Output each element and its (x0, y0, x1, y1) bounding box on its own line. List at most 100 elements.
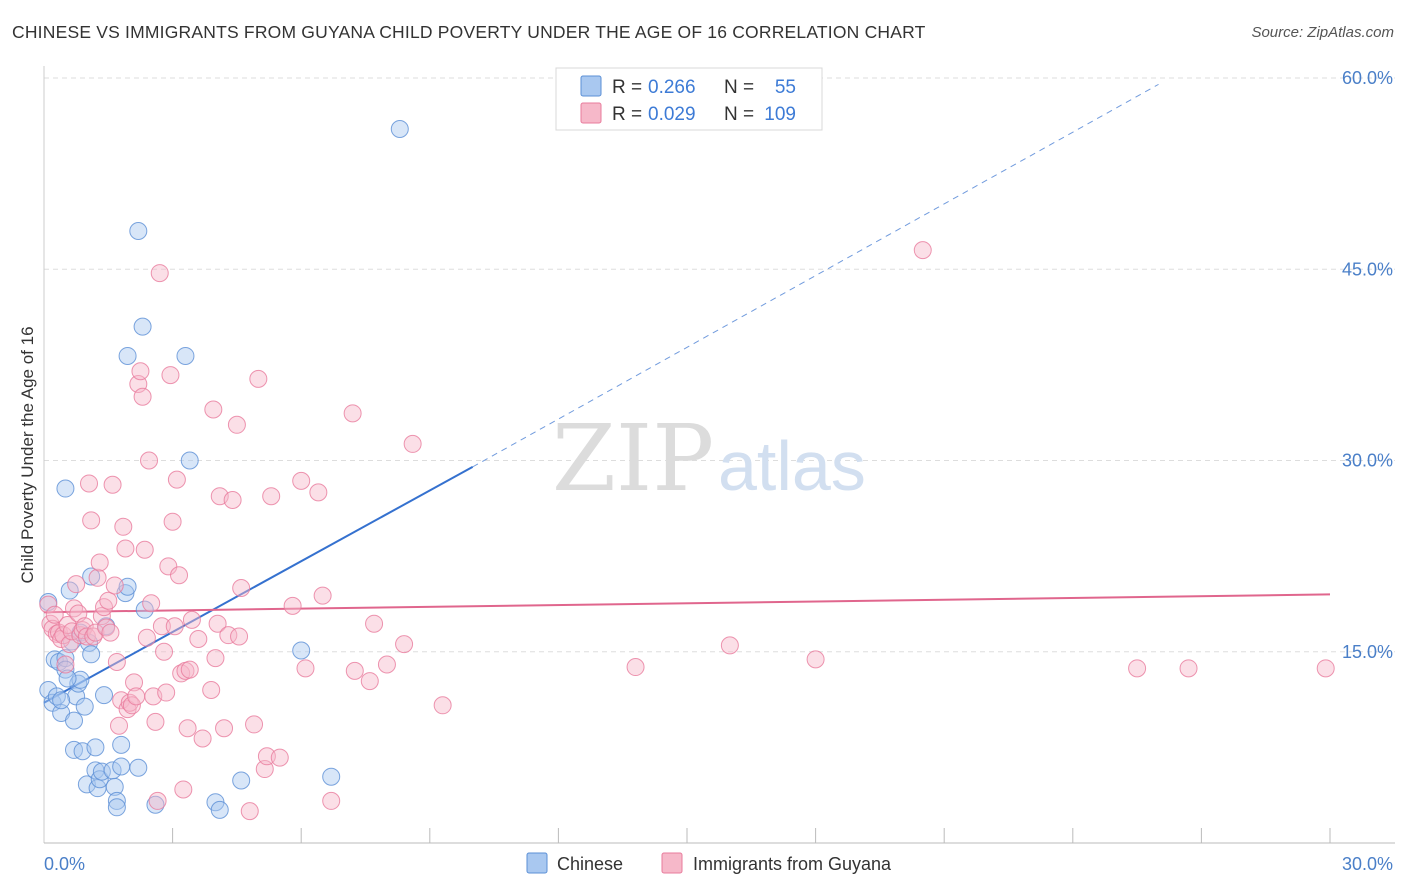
data-point-guyana (135, 540, 154, 559)
data-point-guyana (86, 623, 105, 642)
data-point-guyana (206, 649, 225, 668)
legend-swatch-guyana (580, 102, 602, 124)
data-point-guyana (150, 264, 169, 283)
data-point-guyana (142, 594, 161, 613)
data-point-guyana (202, 681, 221, 699)
y-axis-label: Child Poverty Under the Age of 16 (18, 326, 37, 583)
data-point-guyana (626, 658, 645, 677)
data-point-guyana (1179, 659, 1198, 678)
data-point-chinese (58, 669, 77, 688)
data-point-guyana (365, 614, 384, 633)
series-chinese (39, 120, 409, 819)
data-point-guyana (208, 614, 227, 633)
data-point-guyana (433, 696, 452, 715)
data-point-guyana (193, 729, 212, 748)
data-point-chinese (129, 758, 148, 777)
data-point-guyana (92, 607, 111, 626)
data-point-guyana (99, 591, 118, 610)
data-point-guyana (137, 628, 156, 647)
bottom-legend: Chinese Immigrants from Guyana (526, 852, 892, 874)
data-point-guyana (80, 474, 99, 493)
data-point-guyana (245, 715, 264, 734)
data-point-chinese (118, 577, 137, 596)
data-point-chinese (82, 645, 101, 664)
data-point-guyana (313, 586, 332, 605)
data-point-guyana (110, 716, 129, 735)
data-point-chinese (105, 777, 124, 796)
data-point-guyana (283, 596, 302, 615)
x-tick-label: 30.0% (1342, 854, 1393, 874)
data-point-guyana (806, 650, 825, 669)
series-guyana (39, 241, 1335, 821)
data-point-guyana (148, 791, 167, 810)
data-point-chinese (210, 800, 229, 819)
x-tick-label: 0.0% (44, 854, 85, 874)
data-point-guyana (215, 719, 234, 738)
data-point-guyana (90, 553, 109, 572)
trendline-guyana (43, 593, 1331, 614)
data-point-guyana (159, 557, 178, 576)
data-point-guyana (395, 635, 414, 654)
legend-n-value: 109 (764, 104, 796, 125)
data-point-guyana (146, 712, 165, 731)
y-tick-label: 30.0% (1342, 451, 1393, 471)
data-point-guyana (240, 802, 259, 821)
y-tick-label: 45.0% (1342, 259, 1393, 279)
data-point-guyana (223, 491, 242, 510)
data-points (39, 120, 1335, 821)
data-point-guyana (343, 404, 362, 423)
data-point-guyana (178, 719, 197, 738)
data-point-guyana (127, 687, 146, 706)
data-point-chinese (82, 567, 101, 586)
bottom-legend-swatch-chinese (526, 852, 548, 874)
y-tick-label: 60.0% (1342, 68, 1393, 88)
data-point-guyana (157, 683, 176, 702)
data-point-guyana (77, 627, 96, 646)
data-point-chinese (112, 757, 131, 776)
data-point-chinese (390, 120, 409, 138)
data-point-guyana (125, 673, 144, 692)
data-point-guyana (45, 605, 64, 624)
data-point-chinese (232, 771, 251, 790)
data-point-guyana (309, 483, 328, 502)
legend-r-value: 0.029 (648, 104, 696, 125)
data-point-chinese (133, 317, 152, 336)
data-point-guyana (155, 642, 174, 661)
data-point-guyana (105, 576, 124, 595)
legend-n-value: 55 (775, 77, 796, 98)
data-point-guyana (720, 636, 739, 655)
legend: R = 0.266 N = 55 R = 0.029 N = 109 (555, 67, 823, 131)
bottom-legend-label-chinese: Chinese (557, 854, 623, 874)
data-point-guyana (180, 660, 199, 679)
data-point-guyana (292, 471, 311, 490)
trendline-chinese (43, 465, 474, 704)
legend-r-value: 0.266 (648, 77, 696, 98)
data-point-chinese (95, 686, 114, 705)
data-point-chinese (60, 581, 79, 600)
legend-swatch-chinese (580, 75, 602, 97)
data-point-guyana (82, 511, 101, 530)
data-point-guyana (204, 400, 223, 419)
data-point-guyana (103, 475, 122, 494)
data-point-guyana (165, 617, 184, 636)
data-point-guyana (345, 661, 364, 680)
data-point-chinese (129, 222, 148, 240)
data-point-guyana (167, 470, 186, 489)
data-point-guyana (403, 434, 422, 453)
data-point-chinese (112, 735, 131, 754)
data-point-chinese (107, 791, 126, 810)
data-point-guyana (257, 747, 276, 766)
data-point-chinese (176, 346, 195, 365)
data-point-chinese (71, 670, 90, 689)
data-point-guyana (152, 617, 171, 636)
tick-labels: 15.0% 30.0% 45.0% 60.0% 0.0% 30.0% (44, 68, 1393, 874)
data-point-guyana (913, 241, 932, 260)
data-point-guyana (249, 369, 268, 388)
data-point-chinese (75, 697, 94, 716)
data-point-guyana (101, 623, 120, 642)
data-point-guyana (122, 696, 141, 715)
data-point-guyana (120, 693, 139, 712)
data-point-guyana (270, 748, 289, 767)
bottom-legend-swatch-guyana (661, 852, 683, 874)
